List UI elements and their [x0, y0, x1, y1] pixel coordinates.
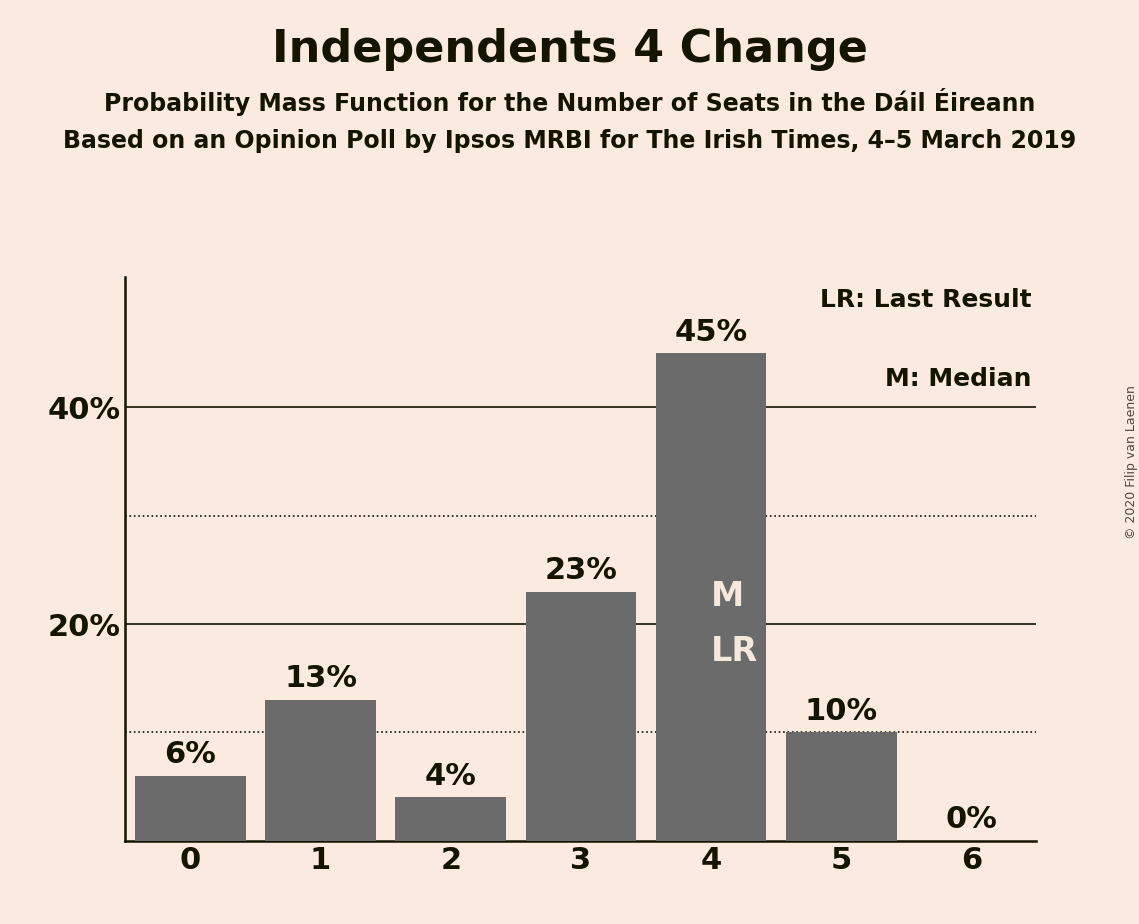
Text: Probability Mass Function for the Number of Seats in the Dáil Éireann: Probability Mass Function for the Number… — [104, 88, 1035, 116]
Bar — [395, 797, 506, 841]
Text: 13%: 13% — [284, 664, 357, 693]
Text: LR: Last Result: LR: Last Result — [820, 288, 1032, 312]
Text: 23%: 23% — [544, 556, 617, 585]
Bar — [786, 733, 896, 841]
Text: 6%: 6% — [164, 740, 216, 770]
Text: Based on an Opinion Poll by Ipsos MRBI for The Irish Times, 4–5 March 2019: Based on an Opinion Poll by Ipsos MRBI f… — [63, 129, 1076, 153]
Bar — [136, 776, 246, 841]
Text: © 2020 Filip van Laenen: © 2020 Filip van Laenen — [1124, 385, 1138, 539]
Bar — [525, 591, 637, 841]
Text: 4%: 4% — [425, 762, 476, 791]
Text: 0%: 0% — [945, 806, 998, 834]
Text: M: Median: M: Median — [885, 368, 1032, 392]
Bar — [656, 353, 767, 841]
Text: LR: LR — [711, 635, 759, 668]
Text: Independents 4 Change: Independents 4 Change — [271, 28, 868, 71]
Text: 10%: 10% — [804, 697, 878, 726]
Text: M: M — [711, 580, 744, 614]
Text: 45%: 45% — [674, 318, 747, 346]
Bar — [265, 700, 376, 841]
